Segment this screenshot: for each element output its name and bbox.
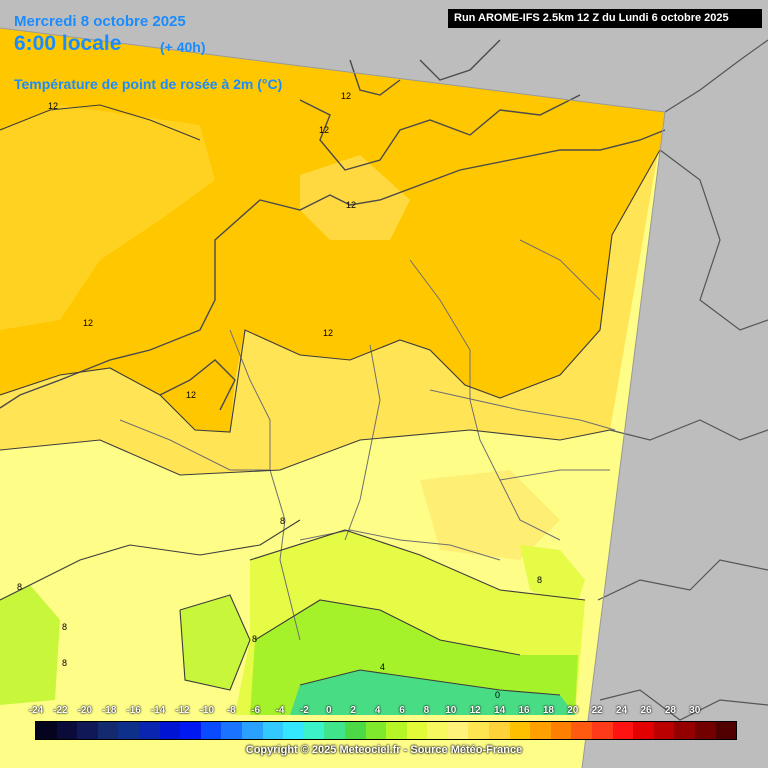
legend-tick-label: -20 [77,705,93,716]
legend-tick-label: -6 [251,705,261,716]
legend-tick-label: -18 [101,705,117,716]
legend-swatch [447,722,469,739]
legend-tick-label: 14 [494,705,506,716]
south-east-patch [520,545,585,610]
contour-label: 8 [17,582,22,592]
legend-swatch [221,722,242,739]
forecast-date: Mercredi 8 octobre 2025 [14,13,186,30]
contour-label: 8 [280,516,285,526]
legend-swatch [571,722,593,739]
contour-label: 12 [319,125,329,135]
contour-label: 0 [495,690,500,700]
legend-swatch [427,722,448,739]
legend-tick-label: 22 [591,705,603,716]
forecast-time: 6:00 locale [14,32,122,55]
legend-tick-label: 24 [616,705,628,716]
legend-swatch [303,722,325,739]
legend-swatch [695,722,716,739]
legend-tick-label: 28 [664,705,676,716]
legend-swatch [468,722,490,739]
contour-label: 12 [341,91,351,101]
legend-tick-label: 0 [326,705,332,716]
legend-tick-label: 20 [567,705,579,716]
legend-swatch [715,722,737,739]
legend-tick-label: 16 [518,705,530,716]
parameter-title: Température de point de rosée à 2m (°C) [14,76,283,92]
contour-labels: 12 12 12 12 12 12 12 8 8 8 8 8 8 4 0 [17,91,542,700]
legend-swatch [365,722,387,739]
legend-swatch [180,722,201,739]
legend-swatch [241,722,263,739]
dewpoint-contours [0,104,661,696]
legend-tick-label: 26 [640,705,652,716]
legend-tick-label: 8 [423,705,430,716]
legend-tick-label: -24 [28,705,44,716]
west-cool-patch-2 [180,595,250,690]
contour-label: 8 [62,622,67,632]
outer-borders [597,39,768,721]
legend-swatch [592,722,613,739]
contour-label: 12 [346,200,356,210]
contour-label: 8 [537,575,542,585]
legend-swatch [633,722,654,739]
legend-tick-label: -10 [199,705,215,716]
run-info: Run AROME-IFS 2.5km 12 Z du Lundi 6 octo… [448,9,762,28]
color-legend [35,721,737,740]
legend-tick-label: 10 [445,705,457,716]
contour-label: 4 [380,662,385,672]
legend-swatch [56,722,78,739]
legend-tick-label: 4 [374,705,381,716]
legend-swatch [324,722,345,739]
legend-swatch [200,722,222,739]
legend-tick-label: -16 [126,705,141,716]
contour-label: 8 [252,634,257,644]
legend-swatch [386,722,407,739]
legend-swatch [77,722,98,739]
south-cool-zone-cyan [290,670,575,715]
legend-tick-label: 6 [399,705,405,716]
legend-tick-label: -14 [150,705,166,716]
legend-swatch [612,722,634,739]
legend-swatch [509,722,531,739]
legend-swatch [283,722,304,739]
coastal-patch [300,155,410,240]
legend-swatch [159,722,181,739]
legend-tick-label: -22 [53,705,68,716]
forecast-offset: (+ 40h) [160,39,206,55]
copyright: Copyright © 2025 Meteociel.fr - Source M… [245,744,523,756]
legend-swatch [550,722,572,739]
legend-tick-label: -8 [226,705,236,716]
legend-tick-label: 30 [689,705,701,716]
legend-swatch [97,722,119,739]
legend-tick-labels: -24 -22 -20 -18 -16 -14 -12 -10 -8 -6 -4 -2 0 2 4 6 8 10 1… [0,705,768,719]
contour-label: 12 [186,390,196,400]
legend-swatch [674,722,695,739]
contour-label: 8 [62,658,67,668]
contour-label: 12 [48,101,58,111]
legend-swatch [489,722,510,739]
legend-swatch [530,722,551,739]
legend-swatch [653,722,675,739]
legend-swatch [406,722,428,739]
legend-tick-label: -4 [275,705,285,716]
west-cool-patch-1 [0,585,60,705]
legend-swatch [344,722,366,739]
domain-edge [0,27,666,768]
contour-label: 12 [83,318,93,328]
legend-tick-label: -2 [299,705,309,716]
lowland-patch [420,470,560,560]
legend-tick-label: 12 [469,705,481,716]
legend-tick-label: -12 [175,705,190,716]
legend-swatch [118,722,139,739]
coastlines [0,39,666,411]
legend-swatch [36,722,57,739]
legend-swatch [262,722,284,739]
sea-zone-1 [0,105,215,330]
contour-label: 12 [323,328,333,338]
legend-tick-label: 2 [350,705,356,716]
legend-swatch [138,722,160,739]
legend-tick-label: 18 [542,705,554,716]
